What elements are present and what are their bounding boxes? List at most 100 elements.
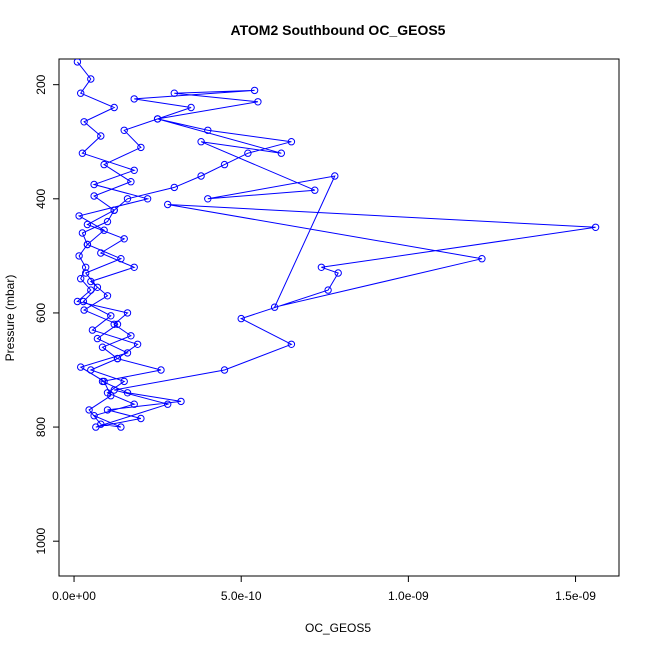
x-tick-label-3: 1.5e-09	[555, 589, 596, 603]
data-point-0-81	[110, 320, 118, 328]
data-point-0-52	[137, 143, 145, 152]
data-point-0-49	[130, 95, 138, 103]
data-point-0-51	[120, 126, 128, 135]
y-tick-label-4: 1000	[34, 528, 48, 555]
data-point-0-21	[157, 366, 165, 374]
data-point-0-26	[137, 414, 145, 423]
data-point-0-9	[143, 195, 152, 203]
data-point-0-4	[80, 118, 88, 126]
data-point-0-89	[78, 229, 87, 237]
data-point-0-82	[123, 309, 132, 317]
data-point-0-92	[123, 195, 132, 203]
data-point-0-73	[90, 412, 98, 420]
data-point-0-38	[478, 255, 486, 263]
series-line-0	[76, 61, 596, 428]
data-point-0-86	[82, 263, 90, 271]
data-point-0-59	[97, 249, 105, 257]
data-point-0-55	[90, 192, 98, 200]
data-point-0-19	[133, 340, 142, 348]
data-point-0-24	[177, 397, 185, 406]
data-point-0-60	[130, 263, 138, 271]
data-point-0-80	[127, 332, 135, 340]
data-point-0-23	[123, 389, 132, 397]
data-point-0-44	[277, 149, 285, 157]
data-point-0-87	[75, 252, 83, 260]
data-point-0-62	[103, 292, 112, 300]
data-point-0-17	[107, 312, 115, 320]
data-point-0-50	[187, 103, 195, 112]
data-point-0-65	[93, 334, 102, 343]
data-point-0-28	[164, 400, 172, 408]
data-point-0-29	[110, 386, 118, 394]
data-point-0-85	[77, 275, 85, 283]
data-point-0-72	[117, 423, 125, 431]
data-point-0-67	[77, 363, 85, 371]
data-point-0-1	[87, 75, 95, 83]
data-point-0-78	[113, 354, 122, 363]
data-point-0-6	[78, 149, 87, 157]
x-axis-label: OC_GEOS5	[305, 621, 371, 635]
data-point-0-14	[82, 269, 90, 277]
data-point-0-33	[324, 286, 332, 294]
data-point-0-88	[83, 240, 92, 249]
data-point-0-40	[331, 172, 339, 180]
data-point-0-57	[83, 220, 92, 229]
y-tick-label-0: 200	[34, 74, 48, 94]
data-point-0-97	[287, 138, 296, 146]
data-point-0-46	[254, 98, 262, 106]
data-point-0-39	[270, 303, 279, 311]
data-point-0-93	[170, 183, 179, 192]
y-tick-label-2: 600	[34, 303, 48, 323]
data-point-0-91	[110, 206, 118, 214]
data-point-0-95	[220, 160, 229, 169]
y-tick-label-3: 800	[34, 417, 48, 437]
x-tick-label-1: 5.0e-10	[221, 589, 262, 603]
data-point-0-77	[87, 366, 95, 374]
x-tick-label-0: 0.0e+00	[52, 589, 96, 603]
data-point-0-68	[100, 377, 108, 386]
y-tick-label-1: 400	[34, 188, 48, 208]
chart-title: ATOM2 Southbound OC_GEOS5	[231, 22, 446, 38]
data-point-0-70	[85, 406, 93, 414]
data-point-0-61	[87, 277, 95, 286]
data-point-0-94	[197, 172, 205, 180]
data-point-0-84	[87, 286, 95, 294]
data-point-0-43	[197, 138, 205, 146]
data-point-0-74	[130, 400, 138, 408]
data-point-0-11	[100, 226, 108, 234]
data-point-0-2	[77, 89, 85, 97]
data-point-0-63	[80, 306, 88, 314]
data-point-0-36	[591, 223, 600, 232]
data-point-0-30	[220, 366, 229, 374]
data-point-0-76	[120, 377, 128, 386]
data-point-0-0	[73, 59, 82, 66]
data-point-0-41	[204, 195, 212, 203]
plot-content	[73, 59, 600, 431]
data-point-0-79	[98, 343, 107, 351]
data-point-0-5	[97, 132, 105, 140]
data-point-0-90	[103, 217, 112, 226]
y-axis-label: Pressure (mbar)	[3, 275, 17, 362]
data-point-0-18	[88, 326, 97, 334]
data-point-0-34	[334, 269, 342, 277]
data-point-0-58	[120, 235, 128, 243]
data-point-0-15	[93, 283, 102, 291]
data-point-0-37	[164, 200, 172, 209]
data-point-0-42	[311, 186, 319, 194]
data-point-0-75	[103, 389, 112, 397]
data-point-0-35	[317, 263, 326, 271]
data-point-0-8	[90, 180, 98, 189]
data-point-0-54	[127, 178, 135, 186]
data-point-0-47	[170, 89, 179, 97]
data-point-0-96	[244, 149, 252, 157]
data-point-0-64	[113, 320, 122, 328]
data-point-0-31	[287, 340, 296, 348]
x-axis: 0.0e+00 5.0e-10 1.0e-09 1.5e-09	[52, 576, 596, 603]
data-point-0-3	[110, 103, 118, 112]
data-point-0-83	[73, 297, 82, 306]
data-point-0-13	[117, 255, 125, 263]
data-point-0-7	[130, 166, 138, 175]
x-tick-label-2: 1.0e-09	[388, 589, 429, 603]
data-point-0-48	[250, 86, 259, 95]
